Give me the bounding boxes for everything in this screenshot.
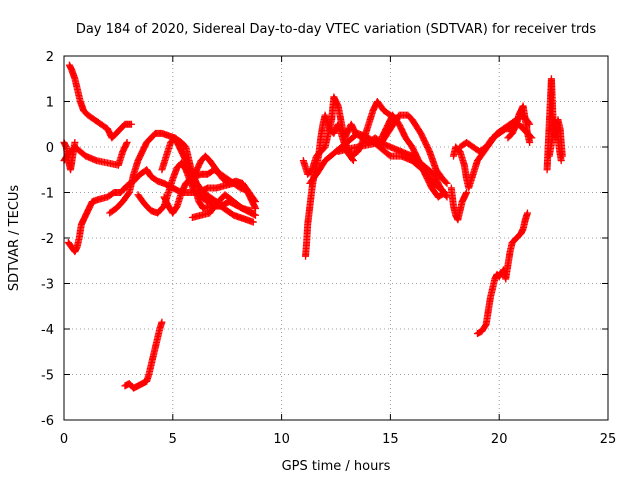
y-tick-label: -2 (41, 232, 54, 247)
data-track-17 (447, 184, 471, 224)
data-point (245, 189, 253, 196)
data-track-16 (378, 111, 449, 201)
data-point (439, 189, 447, 197)
y-tick-label: -4 (41, 323, 54, 338)
x-tick-label: 0 (60, 432, 68, 447)
data-point (523, 209, 531, 217)
data-point (441, 189, 449, 196)
plot-frame (63, 55, 609, 421)
data-point (249, 218, 257, 226)
data-point (526, 138, 534, 146)
y-tick-label: -5 (41, 369, 54, 384)
data-point (557, 157, 565, 165)
data-point (123, 138, 131, 146)
data-points (60, 61, 566, 392)
data-point (463, 189, 471, 196)
data-point (251, 204, 259, 212)
data-point (127, 120, 135, 128)
data-track-2 (65, 61, 135, 142)
data-track-22 (545, 116, 565, 165)
data-track-20 (504, 102, 534, 146)
data-track-9 (191, 152, 253, 196)
data-point (349, 157, 357, 165)
y-tick-label: -1 (41, 187, 54, 202)
data-point (158, 318, 166, 326)
data-track-10 (121, 318, 166, 392)
data-point (244, 187, 252, 195)
data-point (442, 178, 450, 186)
y-tick-label: -6 (41, 414, 54, 429)
x-axis-label: GPS time / hours (282, 459, 391, 474)
chart-title: Day 184 of 2020, Sidereal Day-to-day VTE… (76, 22, 597, 37)
y-axis-label: SDTVAR / TECUs (7, 185, 22, 292)
data-track-8 (188, 191, 255, 222)
data-point (251, 211, 259, 219)
data-track-23 (473, 209, 531, 338)
data-point (247, 207, 255, 215)
y-tick-label: 2 (46, 50, 54, 65)
y-tick-label: 1 (46, 96, 54, 111)
x-tick-label: 20 (491, 432, 508, 447)
data-track-14 (341, 111, 451, 187)
x-tick-label: 25 (600, 432, 617, 447)
y-tick-label: -3 (41, 278, 54, 293)
y-tick-label: 0 (46, 141, 54, 156)
x-tick-label: 10 (273, 432, 290, 447)
x-tick-label: 15 (382, 432, 399, 447)
x-tick-label: 5 (169, 432, 177, 447)
data-point (443, 179, 451, 187)
data-track-1 (60, 138, 131, 169)
